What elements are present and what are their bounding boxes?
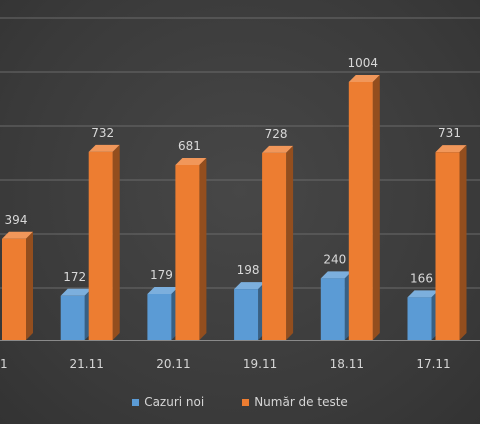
legend-swatch-numar-de-teste [242,398,250,406]
bar-top-1-3 [262,145,294,153]
legend-label-cazuri-noi: Cazuri noi [144,395,205,409]
data-label-1-4: 1004 [348,56,379,70]
bar-side-1-0 [26,231,33,340]
data-label-0-2: 179 [150,268,173,282]
bar-top-1-2 [175,158,207,166]
bar-cazuri-noi-2 [147,294,172,340]
bar-cazuri-noi-1 [60,295,85,340]
data-label-1-0: 394 [5,213,28,227]
legend-item-numar-de-teste: Număr de teste [242,395,348,409]
bar-top-1-0 [2,231,33,239]
bar-side-1-4 [372,75,380,340]
data-label-1-1: 732 [91,126,114,140]
bar-top-1-1 [88,144,120,152]
category-label-3: 19.11 [243,357,277,371]
bar-numar-teste-5 [435,152,460,340]
legend-item-cazuri-noi: Cazuri noi [132,395,204,409]
category-label-5: 17.11 [416,357,450,371]
legend-label-numar-de-teste: Număr de teste [254,395,348,409]
data-label-0-4: 240 [323,252,346,266]
bar-top-0-5 [407,290,439,298]
bar-top-0-4 [320,271,352,279]
data-label-0-3: 198 [237,263,260,277]
data-label-1-3: 728 [265,127,288,141]
bar-top-0-1 [60,288,92,296]
data-label-1-5: 731 [438,126,461,140]
bar-cazuri-noi-4 [320,278,345,340]
bar-numar-teste-1 [88,151,113,340]
data-label-1-2: 681 [178,139,201,153]
category-label-0: 1 [0,357,8,371]
bar-side-1-5 [459,145,467,340]
bar-numar-teste-0 [2,238,26,340]
category-label-4: 18.11 [330,357,364,371]
legend: Cazuri noi Număr de teste [0,395,480,409]
bar-top-1-5 [435,145,467,153]
bar-numar-teste-2 [175,165,200,340]
bar-cazuri-noi-3 [234,289,259,340]
data-label-0-1: 172 [63,270,86,284]
legend-swatch-cazuri-noi [132,398,140,406]
bar-side-1-2 [199,158,207,340]
bar-top-0-2 [147,287,179,295]
category-label-1: 21.11 [70,357,104,371]
bar-side-1-1 [112,144,120,340]
bar-top-0-3 [234,282,266,290]
bar-top-1-4 [348,75,380,82]
bar-numar-teste-4 [348,82,373,340]
bar-numar-teste-3 [262,152,287,340]
bar-side-1-3 [286,145,294,340]
category-label-2: 20.11 [156,357,190,371]
data-label-0-5: 166 [410,271,433,285]
bar-cazuri-noi-5 [407,297,432,340]
